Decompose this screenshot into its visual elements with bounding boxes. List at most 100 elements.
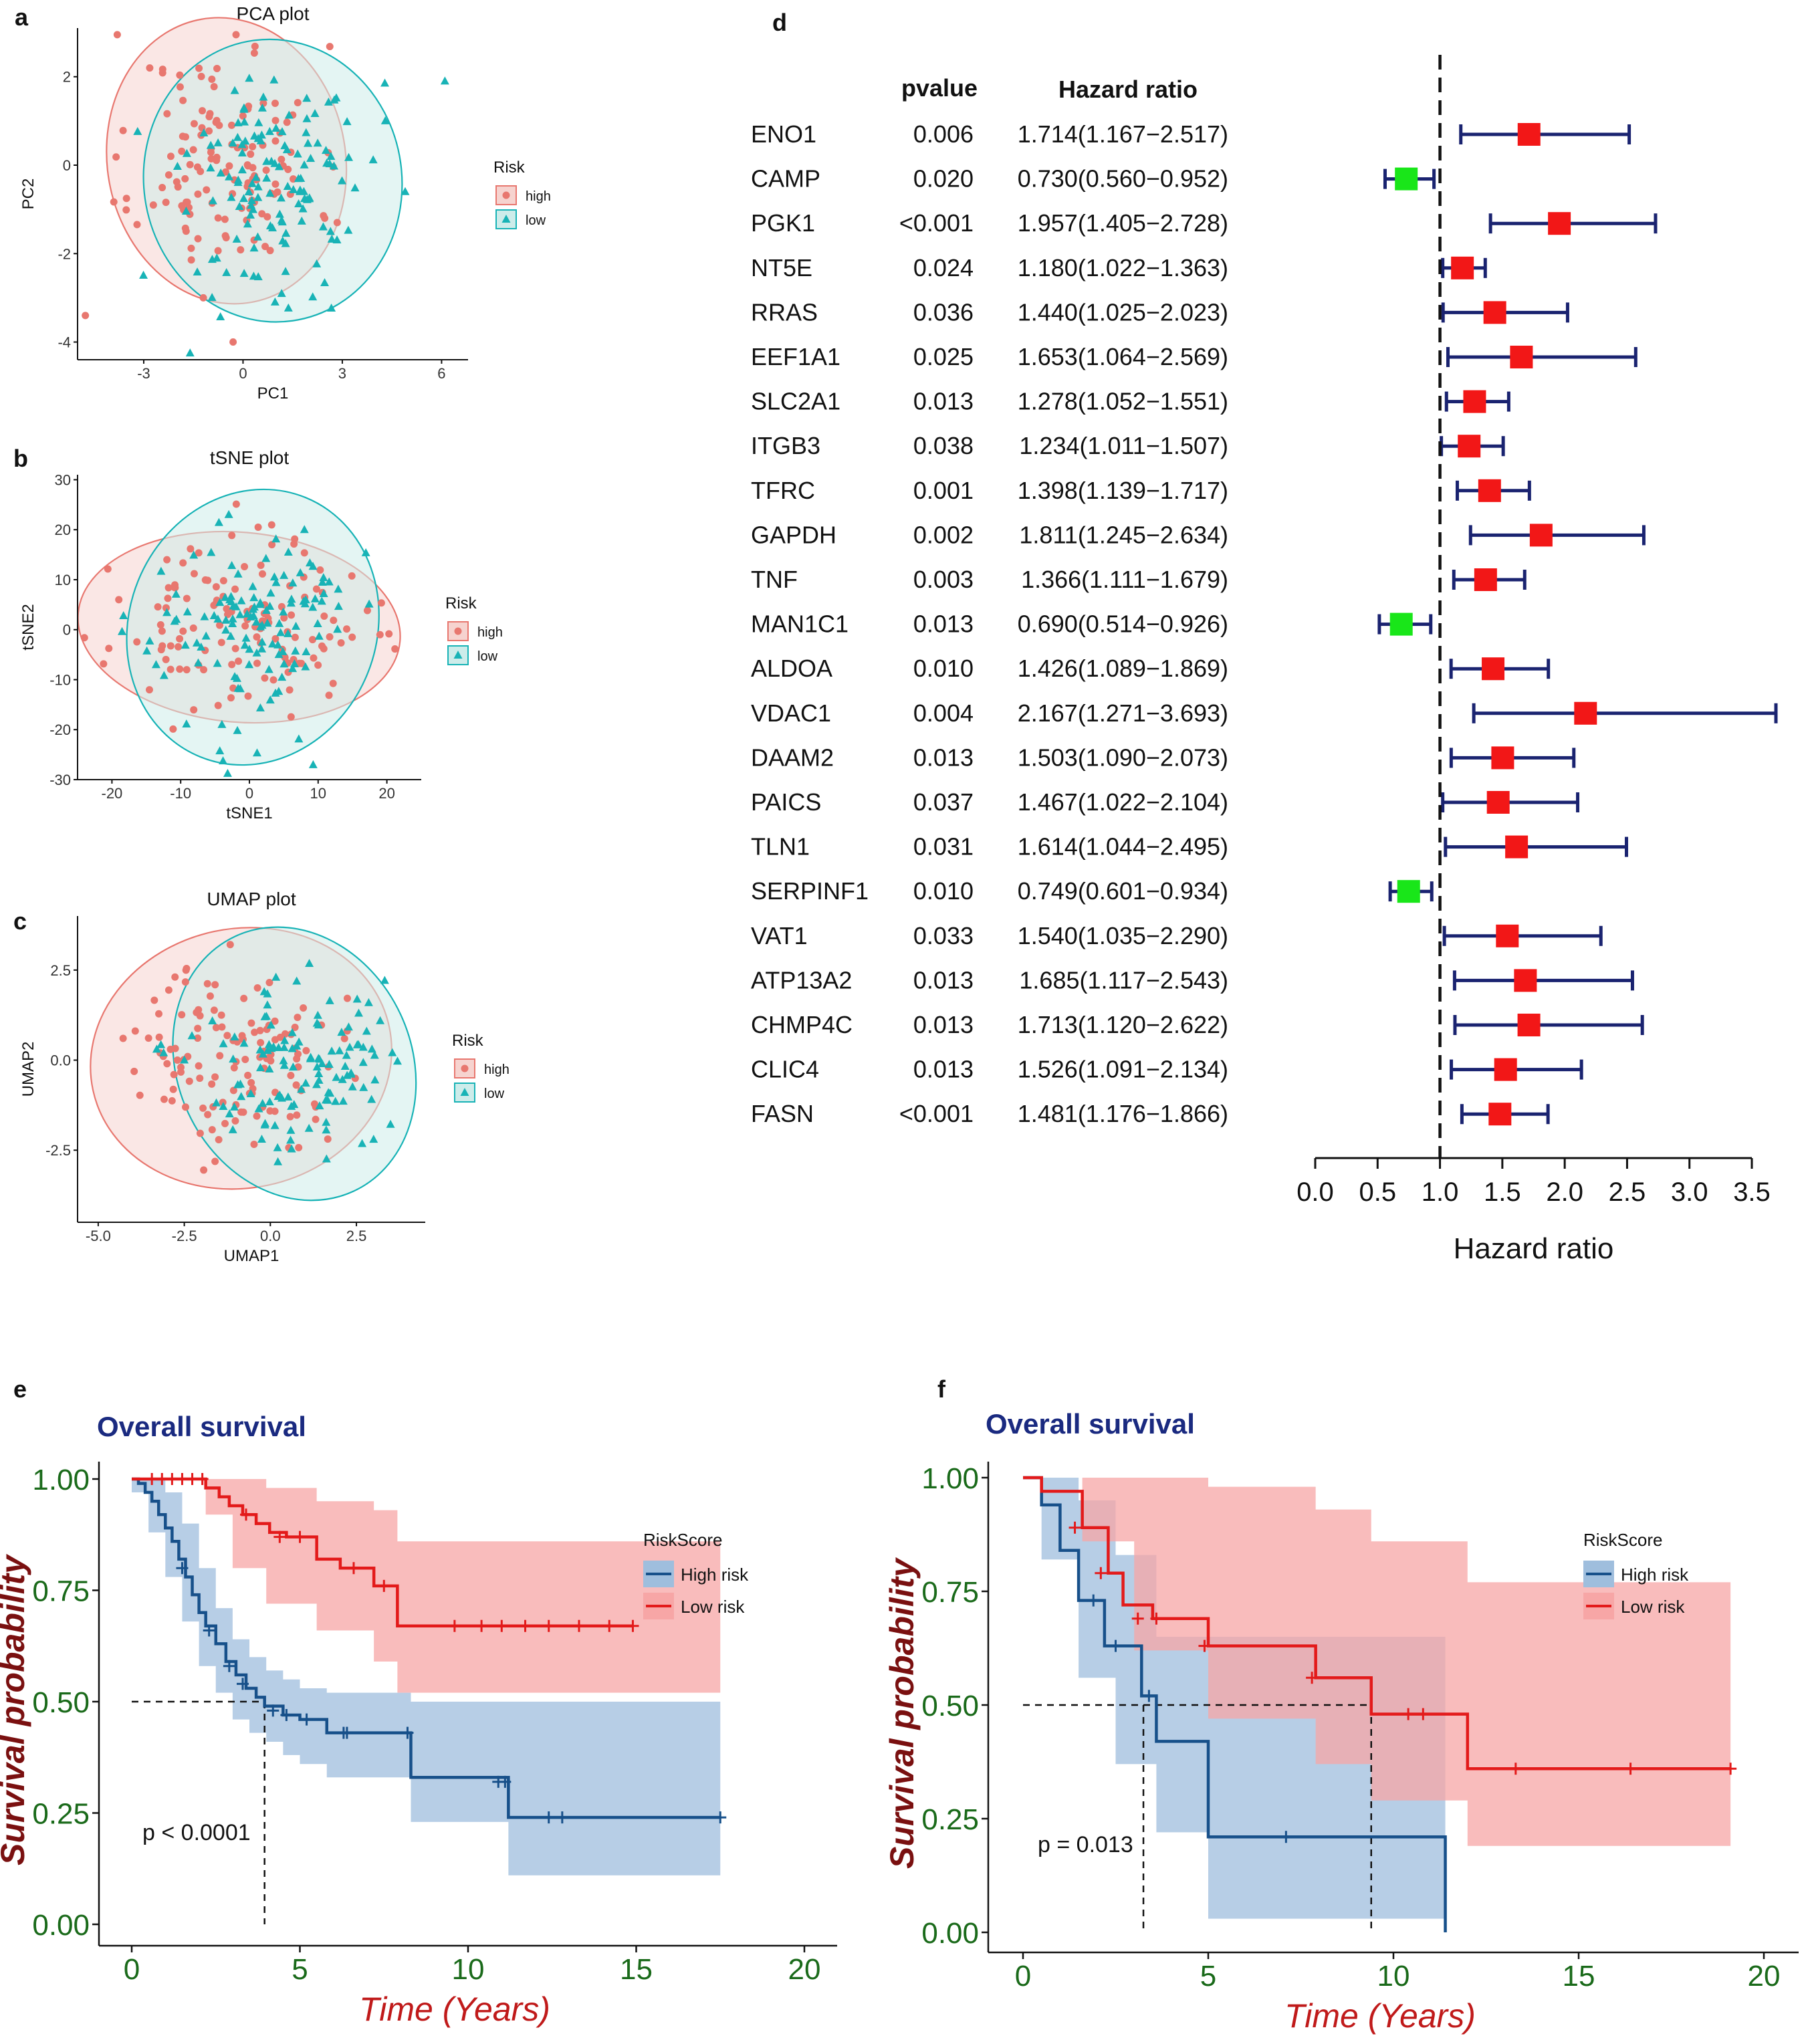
point-low: [216, 168, 225, 177]
censor-mark: [1280, 1831, 1292, 1843]
hr-marker: [1496, 924, 1519, 947]
point-high: [330, 616, 338, 624]
point-high: [287, 1072, 295, 1080]
legend-title: Risk: [452, 1032, 484, 1050]
censor-mark: [267, 1704, 279, 1717]
point-high: [219, 1099, 227, 1107]
point-high: [210, 601, 218, 609]
hr-marker: [1463, 390, 1486, 413]
point-high: [277, 602, 286, 610]
point-low: [281, 239, 290, 247]
point-high: [183, 666, 191, 674]
scatter-panel-b: tSNE plot -20 -10 0 10 20 30 20 10 0 -10 -20 -30 tSNE…: [19, 447, 503, 822]
point-low: [257, 1135, 266, 1143]
hr-marker: [1574, 701, 1597, 725]
point-high: [199, 1104, 207, 1112]
censor-mark: [240, 1508, 253, 1521]
point-high: [187, 545, 195, 553]
point-high: [253, 984, 261, 992]
point-low: [274, 650, 284, 659]
point-low: [156, 566, 166, 575]
plot-title: tSNE plot: [210, 447, 289, 468]
point-high: [333, 219, 341, 227]
point-low: [240, 641, 249, 649]
point-high: [160, 1095, 168, 1103]
y-axis-label: PC2: [19, 179, 37, 210]
point-low: [440, 76, 449, 85]
gene-label: CHMP4C: [751, 1011, 853, 1038]
point-high: [155, 1033, 163, 1041]
gene-label: ITGB3: [751, 432, 820, 459]
point-low: [376, 1016, 385, 1024]
point-low: [314, 631, 324, 640]
point-high: [249, 142, 257, 150]
censor-mark: [186, 1473, 199, 1485]
point-low: [291, 646, 300, 655]
hr-label: 1.467(1.022−2.104): [1018, 788, 1228, 816]
point-low: [322, 1117, 331, 1126]
point-low: [278, 647, 288, 655]
panel-label-e: e: [13, 1375, 27, 1403]
point-high: [267, 1057, 275, 1065]
point-low: [350, 183, 360, 192]
point-high: [197, 72, 205, 80]
hr-label: 1.234(1.011−1.507): [1019, 432, 1228, 459]
point-low: [265, 189, 275, 197]
point-low: [194, 658, 203, 667]
y-axis-label: tSNE2: [19, 604, 37, 650]
point-low: [332, 1072, 341, 1081]
point-high: [291, 633, 299, 641]
censor-mark: [203, 1624, 215, 1637]
point-high: [232, 31, 240, 39]
point-high: [211, 1157, 219, 1165]
point-low: [270, 297, 279, 306]
x-tick-label: 3.0: [1671, 1177, 1708, 1207]
point-low: [312, 1062, 322, 1071]
point-high: [113, 31, 121, 39]
point-low: [215, 746, 225, 755]
point-low: [233, 132, 242, 141]
point-high: [326, 43, 334, 51]
point-low: [267, 639, 277, 648]
point-high: [247, 150, 255, 158]
point-high: [154, 603, 162, 611]
hr-marker: [1474, 568, 1497, 591]
hr-marker: [1491, 746, 1514, 770]
pvalue-label: 0.010: [913, 877, 974, 905]
point-low: [225, 1109, 234, 1118]
hr-marker: [1397, 880, 1420, 903]
point-high: [230, 1064, 238, 1072]
hr-label: 0.730(0.560−0.952): [1018, 165, 1228, 193]
point-high: [181, 224, 189, 232]
point-high: [213, 64, 221, 72]
point-high: [177, 1063, 185, 1071]
point-low: [321, 146, 330, 154]
survival-curve-high-risk: [1023, 1476, 1447, 1932]
point-low: [189, 550, 199, 559]
pvalue-label: 0.013: [913, 610, 974, 638]
point-high: [348, 633, 356, 641]
y-tick-label: 0.75: [921, 1576, 979, 1609]
point-high: [176, 665, 184, 673]
gene-label: EEF1A1: [751, 343, 840, 370]
point-low: [370, 1050, 379, 1059]
point-low: [172, 614, 181, 623]
panel-label-b: b: [13, 445, 28, 472]
point-low: [364, 599, 374, 608]
point-low: [245, 660, 254, 669]
point-high: [294, 1014, 302, 1022]
point-low: [253, 193, 263, 201]
point-high: [244, 692, 252, 700]
panel-label-a: a: [15, 3, 29, 31]
plot-title: Overall survival: [97, 1411, 306, 1442]
point-low: [233, 178, 243, 187]
point-high: [205, 127, 213, 135]
point-high: [171, 973, 179, 981]
point-high: [231, 645, 239, 653]
point-low: [270, 1121, 279, 1129]
point-low: [206, 163, 215, 172]
point-low: [221, 615, 231, 624]
point-low: [206, 140, 215, 149]
point-low: [279, 570, 289, 579]
point-high: [156, 620, 164, 629]
